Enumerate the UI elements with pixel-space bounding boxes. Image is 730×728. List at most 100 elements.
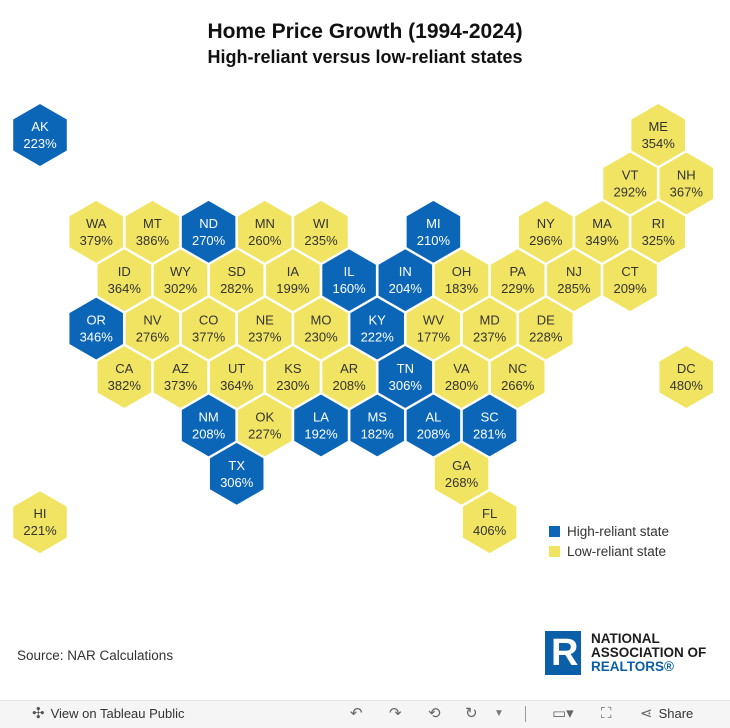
state-value-label: 354% <box>642 136 676 151</box>
state-hex-ri[interactable]: RI 325% <box>630 199 686 264</box>
logo-line-3: REALTORS® <box>591 659 674 674</box>
state-code-label: MN <box>255 216 275 231</box>
legend-label-low: Low-reliant state <box>567 544 667 559</box>
state-hex-mn[interactable]: MN 260% <box>237 199 293 264</box>
state-hex-wv[interactable]: WV 177% <box>405 296 462 361</box>
state-hex-shape <box>518 296 574 361</box>
state-hex-hi[interactable]: HI 221% <box>12 490 68 555</box>
legend-swatch-high <box>549 526 560 537</box>
revert-button[interactable]: ⟲ <box>428 706 441 722</box>
state-value-label: 285% <box>557 281 591 296</box>
state-value-label: 228% <box>529 330 563 345</box>
state-hex-nc[interactable]: NC 266% <box>489 344 546 410</box>
state-hex-wa[interactable]: WA 379% <box>68 199 124 264</box>
state-hex-me[interactable]: ME 354% <box>630 102 686 168</box>
state-hex-pa[interactable]: PA 229% <box>489 248 546 313</box>
state-hex-mt[interactable]: MT 386% <box>124 199 181 264</box>
state-hex-ms[interactable]: MS 182% <box>349 393 405 458</box>
state-code-label: WY <box>170 264 191 279</box>
state-value-label: 349% <box>585 233 619 248</box>
state-hex-ks[interactable]: KS 230% <box>265 344 321 410</box>
state-hex-nd[interactable]: ND 270% <box>180 199 237 264</box>
state-hex-id[interactable]: ID 364% <box>96 248 153 313</box>
state-code-label: WI <box>313 216 329 231</box>
state-hex-ia[interactable]: IA 199% <box>265 248 321 313</box>
state-value-label: 386% <box>136 233 170 248</box>
undo-button[interactable]: ↶ <box>350 706 363 722</box>
redo-button[interactable]: ↷ <box>389 706 402 722</box>
legend-item-high[interactable]: High-reliant state <box>549 524 669 539</box>
state-hex-ky[interactable]: KY 222% <box>349 296 405 361</box>
state-value-label: 379% <box>80 233 114 248</box>
state-hex-nv[interactable]: NV 276% <box>124 296 181 361</box>
state-hex-tn[interactable]: TN 306% <box>377 344 434 410</box>
state-hex-shape <box>152 344 209 410</box>
state-hex-va[interactable]: VA 280% <box>433 344 490 410</box>
share-icon: ⋖ <box>640 705 653 722</box>
share-label: Share <box>658 706 694 721</box>
state-hex-wy[interactable]: WY 302% <box>152 248 209 313</box>
state-value-label: 160% <box>332 281 366 296</box>
state-hex-nm[interactable]: NM 208% <box>180 393 237 458</box>
pause-dropdown[interactable]: ▼ <box>494 706 504 722</box>
state-value-label: 199% <box>276 281 310 296</box>
state-hex-mi[interactable]: MI 210% <box>405 199 462 264</box>
state-code-label: SD <box>228 264 246 279</box>
state-hex-co[interactable]: CO 377% <box>180 296 237 361</box>
state-hex-al[interactable]: AL 208% <box>405 393 462 458</box>
state-hex-ca[interactable]: CA 382% <box>96 344 153 410</box>
state-hex-de[interactable]: DE 228% <box>518 296 574 361</box>
state-hex-ar[interactable]: AR 208% <box>321 344 377 410</box>
state-hex-shape <box>237 199 293 264</box>
state-hex-ga[interactable]: GA 268% <box>433 441 490 506</box>
state-value-label: 280% <box>445 378 479 393</box>
realtor-r-icon: R <box>545 631 581 675</box>
state-hex-md[interactable]: MD 237% <box>461 296 518 361</box>
state-hex-oh[interactable]: OH 183% <box>433 248 490 313</box>
chart-title: Home Price Growth (1994-2024) <box>207 20 523 43</box>
state-hex-dc[interactable]: DC 480% <box>658 344 715 410</box>
device-preview-icon: ▭▾ <box>552 705 574 722</box>
share-button[interactable]: ⋖ Share <box>640 706 693 722</box>
state-hex-nj[interactable]: NJ 285% <box>546 248 602 313</box>
state-hex-ct[interactable]: CT 209% <box>602 248 658 313</box>
state-hex-nh[interactable]: NH 367% <box>658 151 715 216</box>
view-on-tableau-button[interactable]: ✣ View on Tableau Public <box>32 706 185 722</box>
state-hex-shape <box>12 490 68 555</box>
state-hex-wi[interactable]: WI 235% <box>293 199 349 264</box>
state-hex-sd[interactable]: SD 282% <box>208 248 265 313</box>
state-hex-az[interactable]: AZ 373% <box>152 344 209 410</box>
state-hex-ny[interactable]: NY 296% <box>518 199 574 264</box>
state-hex-ok[interactable]: OK 227% <box>237 393 293 458</box>
state-value-label: 268% <box>445 475 479 490</box>
state-value-label: 209% <box>613 281 647 296</box>
state-hex-ak[interactable]: AK 223% <box>12 102 68 168</box>
state-value-label: 306% <box>220 475 254 490</box>
refresh-button[interactable]: ↻ <box>465 706 478 722</box>
state-code-label: NV <box>143 313 161 328</box>
state-hex-fl[interactable]: FL 406% <box>461 490 518 555</box>
fullscreen-button[interactable]: ⛶ <box>601 706 612 722</box>
state-hex-ma[interactable]: MA 349% <box>574 199 630 264</box>
state-hex-in[interactable]: IN 204% <box>377 248 434 313</box>
state-value-label: 204% <box>389 281 423 296</box>
state-hex-ut[interactable]: UT 364% <box>208 344 265 410</box>
state-code-label: IA <box>287 264 300 279</box>
state-hex-tx[interactable]: TX 306% <box>208 441 265 506</box>
tableau-toolbar: ✣ View on Tableau Public ↶ ↷ ⟲ ↻ ▼ ▭▾ ⛶ … <box>0 700 730 728</box>
state-hex-ne[interactable]: NE 237% <box>237 296 293 361</box>
state-code-label: OK <box>255 409 274 424</box>
state-code-label: MI <box>426 216 440 231</box>
revert-icon: ⟲ <box>428 705 441 722</box>
state-hex-la[interactable]: LA 192% <box>293 393 349 458</box>
device-layout-button[interactable]: ▭▾ <box>552 706 574 722</box>
state-hex-or[interactable]: OR 346% <box>68 296 124 361</box>
state-hex-mo[interactable]: MO 230% <box>293 296 349 361</box>
state-hex-vt[interactable]: VT 292% <box>602 151 658 216</box>
state-hex-shape <box>152 248 209 313</box>
state-hex-il[interactable]: IL 160% <box>321 248 377 313</box>
state-hex-shape <box>68 199 124 264</box>
state-value-label: 221% <box>23 523 57 538</box>
state-hex-sc[interactable]: SC 281% <box>461 393 518 458</box>
legend-item-low[interactable]: Low-reliant state <box>549 544 666 559</box>
